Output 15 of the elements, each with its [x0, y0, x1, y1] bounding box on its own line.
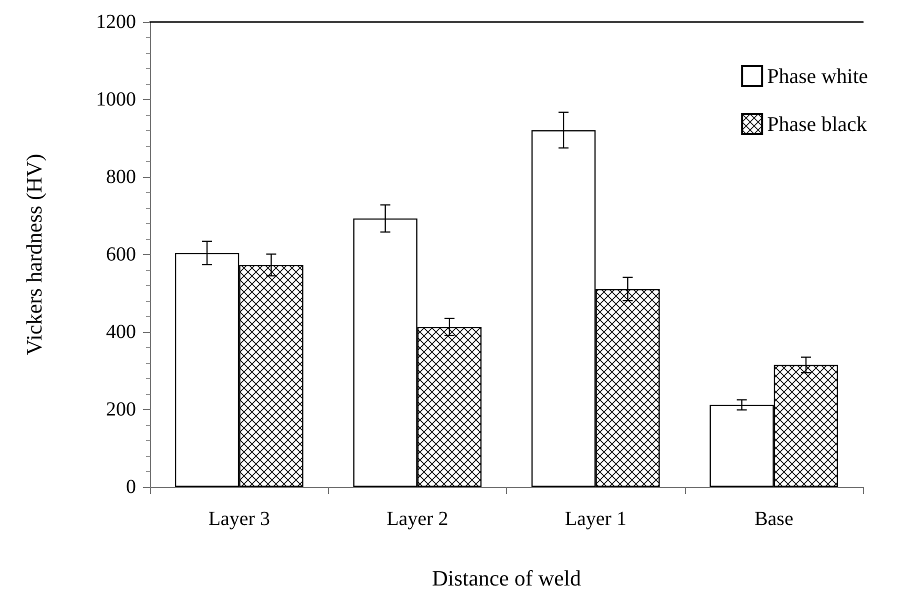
y-axis-title: Vickers hardness (HV)	[22, 154, 46, 356]
y-tick-label: 600	[106, 244, 136, 266]
y-tick-label: 1000	[96, 88, 136, 110]
x-tick-label: Layer 1	[564, 508, 626, 530]
x-tick-label: Base	[754, 508, 794, 530]
y-tick-label: 0	[126, 476, 136, 498]
x-tick-label: Layer 3	[208, 508, 270, 530]
x-tick-label: Layer 2	[386, 508, 448, 530]
y-tick-label: 400	[106, 321, 136, 343]
y-tick-label: 800	[106, 166, 136, 188]
legend-label: Phase black	[767, 112, 868, 136]
y-tick-label: 200	[106, 398, 136, 420]
x-axis-title: Distance of weld	[432, 566, 582, 590]
y-tick-label: 1200	[96, 11, 136, 33]
legend-label: Phase white	[767, 64, 868, 88]
